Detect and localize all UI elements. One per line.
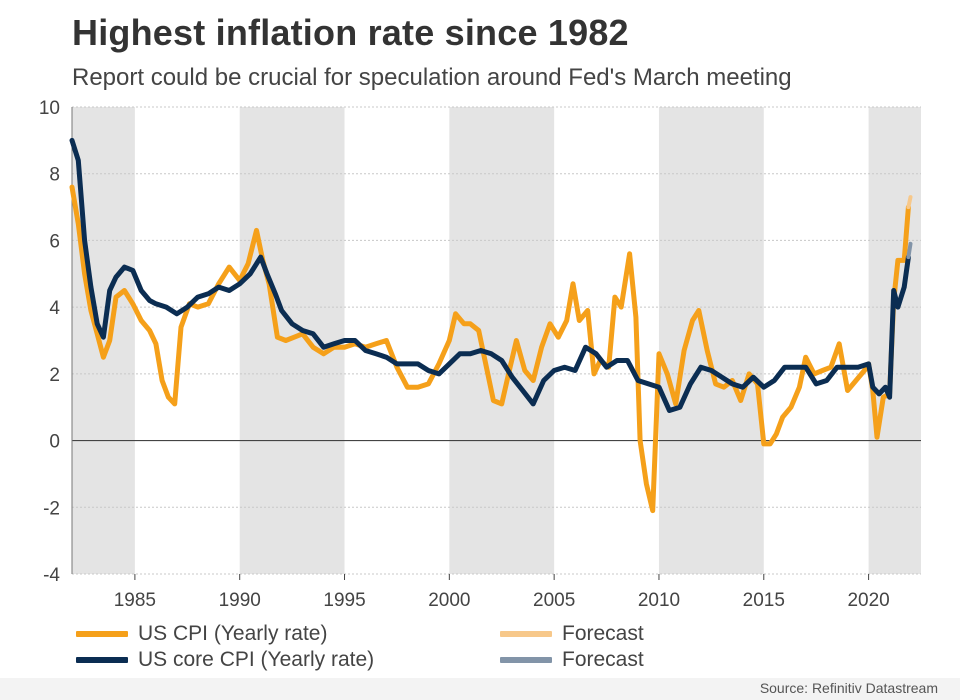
legend-label-core-forecast: Forecast bbox=[562, 648, 644, 671]
legend-swatch-core-forecast bbox=[500, 657, 552, 663]
x-tick-label: 2010 bbox=[638, 590, 680, 611]
x-tick-label: 2000 bbox=[428, 590, 470, 611]
legend-swatch-cpi-forecast bbox=[500, 631, 552, 637]
y-tick-label: -4 bbox=[43, 565, 60, 586]
series-line-us-core-cpi bbox=[69, 137, 911, 413]
y-tick-label: 0 bbox=[49, 432, 60, 453]
legend-swatch-us-core-cpi bbox=[76, 657, 128, 663]
chart-title: Highest inflation rate since 1982 bbox=[72, 12, 629, 53]
x-tick-label: 2020 bbox=[847, 590, 889, 611]
shaded-period-3 bbox=[658, 107, 764, 574]
y-tick-label: 4 bbox=[49, 298, 60, 319]
series-line-core-forecast bbox=[906, 241, 913, 260]
x-tick-label: 2005 bbox=[533, 590, 575, 611]
source-note: Source: Refinitiv Datastream bbox=[759, 680, 938, 696]
y-tick-label: 2 bbox=[49, 365, 60, 386]
y-tick-label: 8 bbox=[49, 165, 60, 186]
legend-item-us-core-cpi: US core CPI (Yearly rate) bbox=[76, 648, 374, 672]
series-line-cpi-forecast bbox=[906, 195, 913, 210]
x-tick-label: 1985 bbox=[114, 590, 156, 611]
shaded-period-2 bbox=[449, 107, 555, 574]
series-line-us-cpi bbox=[69, 184, 911, 514]
legend-label-cpi-forecast: Forecast bbox=[562, 622, 644, 645]
y-tick-label: 10 bbox=[39, 98, 60, 119]
shaded-period-4 bbox=[868, 107, 921, 574]
y-tick-label: 6 bbox=[49, 231, 60, 252]
x-tick-label: 1990 bbox=[219, 590, 261, 611]
legend-label-us-core-cpi: US core CPI (Yearly rate) bbox=[138, 648, 375, 671]
footer-band bbox=[0, 678, 960, 700]
legend-item-us-cpi: US CPI (Yearly rate) bbox=[76, 622, 327, 646]
legend-label-us-cpi: US CPI (Yearly rate) bbox=[138, 622, 328, 645]
legend-item-core-forecast: Forecast bbox=[500, 648, 644, 672]
chart-subtitle: Report could be crucial for speculation … bbox=[72, 64, 792, 91]
x-tick-label: 1995 bbox=[323, 590, 365, 611]
x-tick-label: 2015 bbox=[743, 590, 785, 611]
legend-item-cpi-forecast: Forecast bbox=[500, 622, 644, 646]
y-tick-label: -2 bbox=[43, 498, 60, 519]
legend-swatch-us-cpi bbox=[76, 631, 128, 637]
